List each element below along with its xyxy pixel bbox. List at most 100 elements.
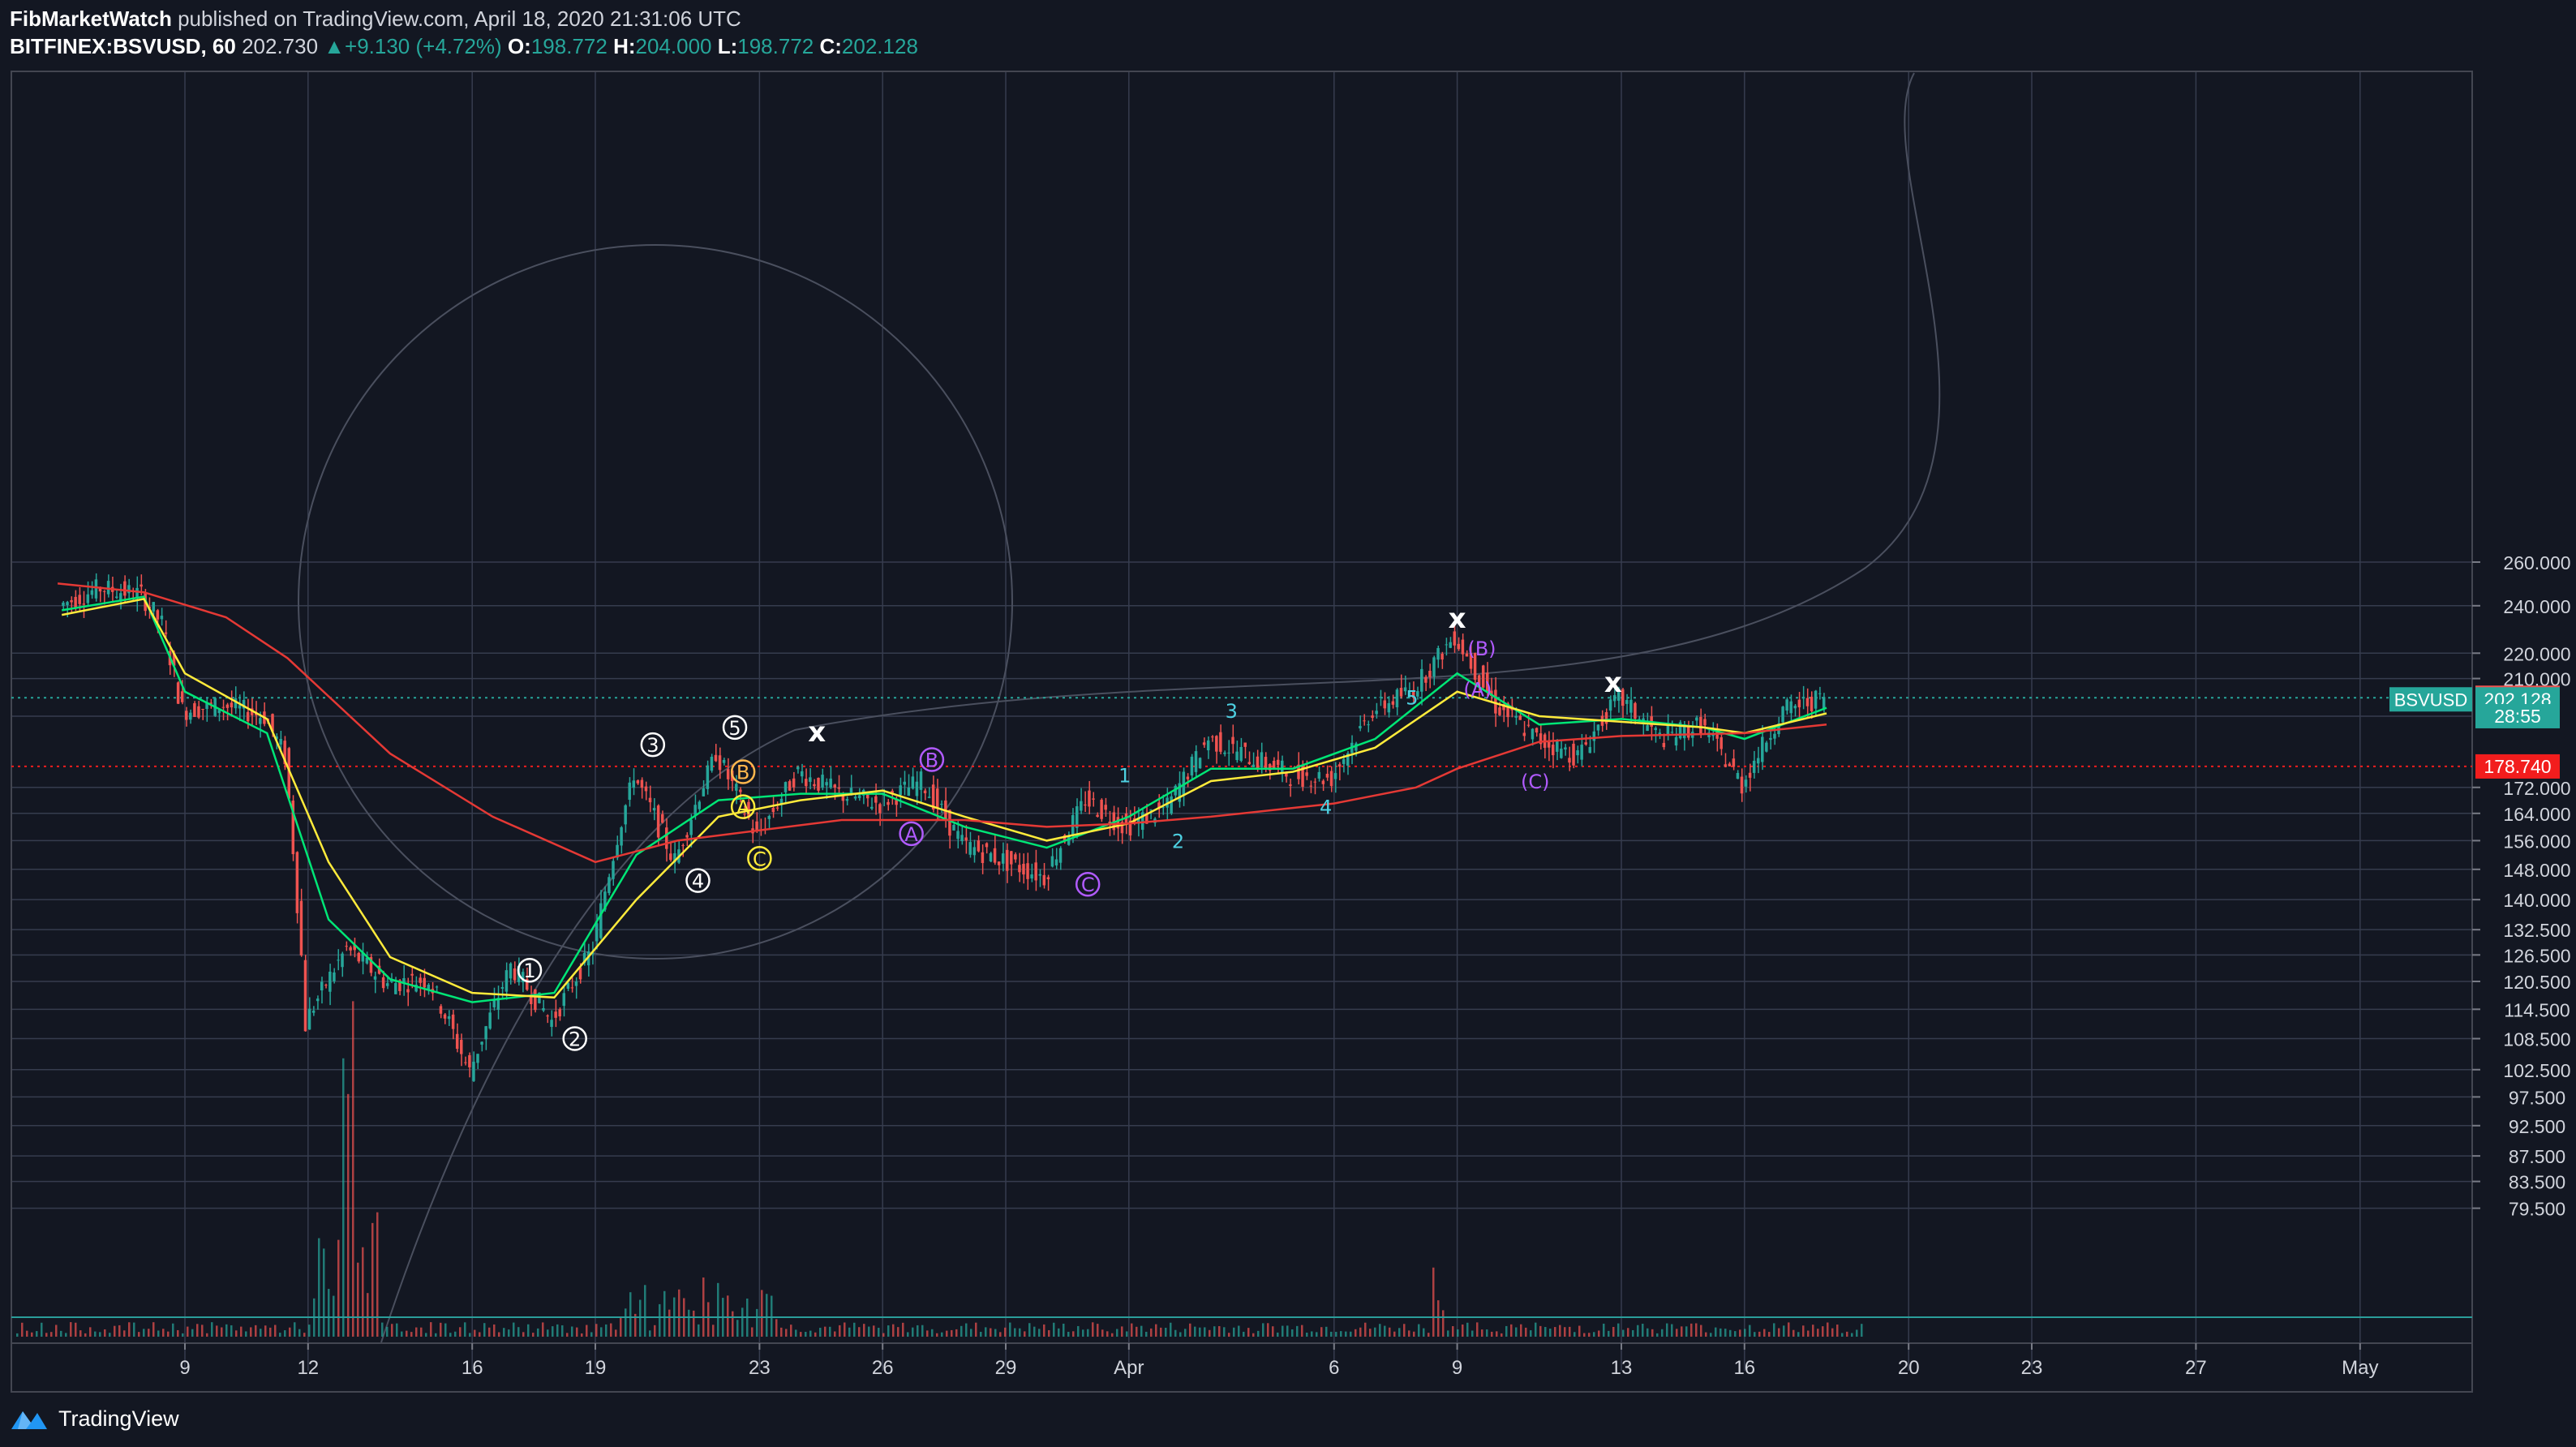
moving-average-line-2 — [61, 597, 1827, 999]
volume-bar — [663, 1290, 666, 1337]
candle-body — [841, 793, 845, 801]
candle-body — [689, 819, 693, 835]
candle-body — [660, 814, 664, 823]
candle-body — [985, 843, 989, 848]
volume-bar — [440, 1322, 442, 1337]
candle-body — [1247, 762, 1252, 764]
volume-bar — [1539, 1325, 1542, 1337]
price-axis-label: 260.000 — [2503, 552, 2570, 573]
price-axis-label: 97.500 — [2509, 1087, 2565, 1108]
candle-body — [1157, 802, 1161, 808]
volume-bar — [848, 1327, 851, 1337]
candle-body — [1564, 747, 1567, 750]
symbol-label[interactable]: BITFINEX:BSVUSD, 60 — [10, 34, 236, 58]
volume-bar — [1043, 1324, 1045, 1337]
price-axis-label: 172.000 — [2503, 778, 2570, 799]
candle-body — [1285, 772, 1288, 777]
candle-body — [1752, 760, 1756, 773]
volume-bar — [1418, 1324, 1420, 1337]
candle-body — [1473, 653, 1477, 681]
candle-body — [1576, 750, 1579, 756]
candle-body — [1436, 647, 1440, 660]
candle-body — [1379, 697, 1382, 698]
tradingview-brand[interactable]: TradingView — [58, 1406, 179, 1431]
candle-body — [956, 831, 960, 839]
moving-average-line-3 — [57, 582, 1827, 864]
volume-bar — [1325, 1326, 1328, 1337]
last-price: 202.730 — [242, 34, 319, 58]
candle-body — [1461, 639, 1465, 655]
candle-body — [221, 706, 225, 708]
volume-bar — [167, 1331, 170, 1337]
candle-body — [792, 778, 796, 788]
candle-body — [1387, 702, 1391, 713]
volume-bar — [897, 1327, 899, 1337]
volume-bar — [1345, 1331, 1347, 1337]
volume-bar — [240, 1326, 243, 1337]
candle-body — [809, 777, 812, 782]
volume-bar — [965, 1323, 968, 1337]
symbol-tag-text: BSVUSD — [2394, 689, 2467, 710]
volume-bar — [1437, 1300, 1440, 1337]
candle-body — [1227, 752, 1230, 754]
wave-label: 1 — [523, 960, 535, 982]
candle-body — [410, 973, 414, 976]
open-value: 198.772 — [530, 34, 608, 58]
volume-bar — [994, 1329, 997, 1337]
wave-label-circle — [730, 794, 756, 819]
wave-label: A — [736, 796, 750, 819]
price-axis-label: 140.000 — [2503, 890, 2570, 911]
candle-body — [460, 1040, 463, 1054]
volume-bar — [985, 1327, 987, 1337]
volume-bar — [1145, 1331, 1148, 1337]
candle-body — [427, 985, 431, 990]
candle-body — [1748, 772, 1752, 778]
candle-body — [1383, 700, 1387, 709]
fib-arc-large — [380, 72, 1941, 1343]
candle-body — [865, 792, 869, 799]
volume-bar — [771, 1295, 773, 1337]
candle-body — [805, 779, 808, 787]
volume-bar — [605, 1324, 608, 1337]
candle-body — [981, 852, 985, 864]
candle-body — [66, 602, 69, 606]
volume-bar — [488, 1327, 491, 1337]
candle-body — [1305, 772, 1308, 776]
candle-body — [1223, 752, 1226, 754]
candle-body — [1568, 758, 1571, 763]
volume-bar — [990, 1328, 992, 1337]
candle-body — [476, 1054, 479, 1063]
volume-bar — [547, 1329, 549, 1337]
wave-label: x — [1449, 603, 1466, 635]
candle-body — [1367, 724, 1370, 726]
candle-body — [1198, 758, 1202, 769]
wave-label: 1 — [1118, 764, 1131, 787]
candle-body — [903, 781, 906, 785]
candle-body — [1046, 877, 1050, 880]
author-name[interactable]: FibMarketWatch — [10, 6, 172, 31]
candle-body — [106, 581, 110, 595]
volume-bar — [1515, 1327, 1518, 1337]
candle-body — [726, 769, 730, 779]
candle-body — [1728, 763, 1732, 766]
volume-bar — [133, 1322, 135, 1337]
wave-label: A — [904, 823, 918, 846]
volume-bar — [386, 1326, 389, 1337]
volume-bar — [1252, 1333, 1255, 1337]
volume-bar — [483, 1323, 486, 1337]
candle-body — [525, 978, 529, 990]
candle-body — [849, 788, 853, 796]
candle-body — [931, 784, 935, 810]
candle-body — [472, 1061, 475, 1081]
wave-label-circle — [919, 747, 945, 772]
candle-body — [1170, 796, 1173, 814]
candle-body — [201, 709, 204, 711]
volume-bar — [1846, 1331, 1848, 1337]
candle-body — [1797, 699, 1801, 708]
volume-bar — [717, 1282, 719, 1337]
volume-bar — [1715, 1327, 1717, 1337]
volume-bar — [790, 1325, 792, 1337]
candle-body — [603, 891, 607, 910]
volume-bar — [1685, 1326, 1688, 1337]
